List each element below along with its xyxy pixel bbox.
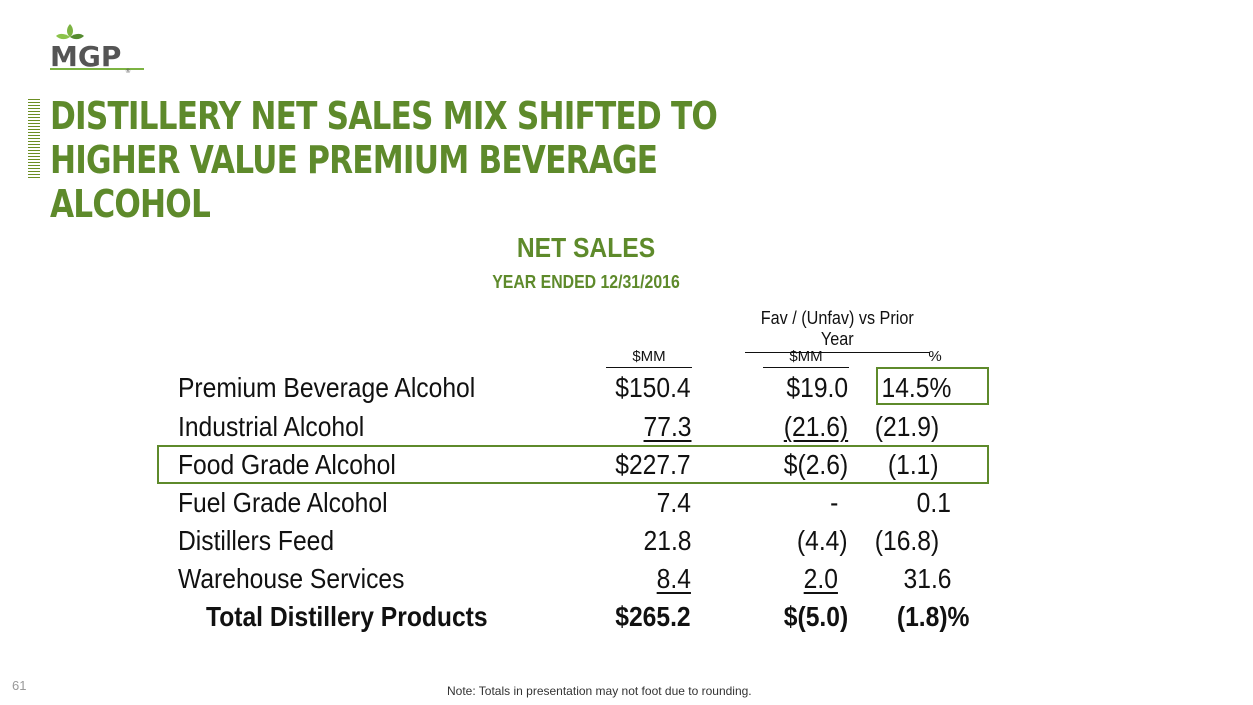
col-header-mm1: $MM <box>606 348 692 368</box>
row-label: Food Grade Alcohol <box>178 449 396 480</box>
table-row: Premium Beverage Alcohol $150.4 $19.0 14… <box>0 369 1253 407</box>
variance-mm: $(2.6) <box>783 449 848 480</box>
table-row: Food Grade Alcohol $227.7 $(2.6) (1.1) <box>0 446 1253 484</box>
net-sales-value: $150.4 <box>615 372 691 403</box>
net-sales-value: 7.4 <box>656 487 691 518</box>
variance-pct: 0.1 <box>916 487 951 518</box>
variance-mm: $(5.0) <box>783 601 848 632</box>
row-label: Industrial Alcohol <box>178 411 365 442</box>
variance-pct: 14.5% <box>881 372 951 403</box>
table-row: Distillers Feed 21.8 (4.4) (16.8) <box>0 522 1253 560</box>
variance-mm: (21.6) <box>783 411 848 442</box>
net-sales-value: $227.7 <box>615 449 691 480</box>
table-row-total: Total Distillery Products $265.2 $(5.0) … <box>0 598 1253 636</box>
col-header-mm2: $MM <box>763 348 849 368</box>
variance-pct: (1.8)% <box>896 601 969 632</box>
title-accent-bar <box>28 98 40 178</box>
table-row: Warehouse Services 8.4 2.0 31.6 <box>0 560 1253 598</box>
variance-mm: $19.0 <box>786 372 848 403</box>
row-label: Premium Beverage Alcohol <box>178 372 476 403</box>
variance-mm: - <box>829 487 838 518</box>
svg-text:MGP: MGP <box>50 40 121 73</box>
section-subtitle: YEAR ENDED 12/31/2016 <box>492 272 680 292</box>
col-header-pct: % <box>900 348 970 368</box>
table-row: Fuel Grade Alcohol 7.4 - 0.1 <box>0 484 1253 522</box>
variance-mm: (4.4) <box>797 525 848 556</box>
variance-pct: (1.1) <box>888 449 939 480</box>
variance-pct: (21.9) <box>874 411 939 442</box>
section-title: NET SALES <box>516 232 656 263</box>
highlight-box-food-grade-row <box>157 445 989 484</box>
row-label: Total Distillery Products <box>206 601 488 632</box>
variance-pct: (16.8) <box>874 525 939 556</box>
page-title: DISTILLERY NET SALES MIX SHIFTED TO HIGH… <box>50 94 718 226</box>
row-label: Warehouse Services <box>178 563 405 594</box>
variance-pct: 31.6 <box>903 563 951 594</box>
net-sales-value: 8.4 <box>656 563 691 594</box>
highlight-box-premium-pct <box>876 367 989 405</box>
variance-mm: 2.0 <box>803 563 838 594</box>
net-sales-value: 21.8 <box>643 525 691 556</box>
footnote: Note: Totals in presentation may not foo… <box>447 684 752 698</box>
svg-text:®: ® <box>125 68 131 74</box>
row-label: Distillers Feed <box>178 525 335 556</box>
page-number: 61 <box>12 678 27 693</box>
fav-unfav-header: Fav / (Unfav) vs Prior Year <box>745 308 930 353</box>
row-label: Fuel Grade Alcohol <box>178 487 388 518</box>
net-sales-value: $265.2 <box>615 601 691 632</box>
table-row: Industrial Alcohol 77.3 (21.6) (21.9) <box>0 408 1253 446</box>
net-sales-value: 77.3 <box>643 411 691 442</box>
mgp-logo: MGP ® <box>50 24 144 74</box>
